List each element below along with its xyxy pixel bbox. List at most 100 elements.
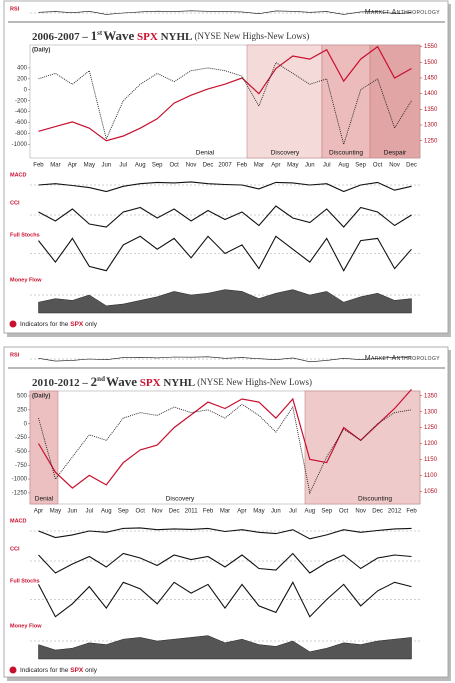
x-tick-label: Jul <box>323 163 331 169</box>
y2-tick-label: 1050 <box>424 489 438 495</box>
title-part: nd <box>97 375 105 383</box>
x-tick-label: Sep <box>118 509 129 515</box>
x-tick-label: Feb <box>203 509 214 515</box>
x-tick-label: 2011 <box>185 509 199 515</box>
footnote: Indicators for the SPX only <box>20 667 98 674</box>
x-tick-label: May <box>253 509 264 515</box>
footnote: Indicators for the SPX only <box>20 321 98 328</box>
chart-title: 2006-2007 – 1stWave SPX NYHL (NYSE New H… <box>32 28 309 43</box>
x-tick-label: May <box>84 163 95 169</box>
title-part: Wave <box>106 374 137 389</box>
x-tick-label: Dec <box>372 509 383 515</box>
x-tick-label: Jun <box>68 509 78 515</box>
series-line <box>38 403 412 495</box>
phase-label: Denial <box>196 150 215 157</box>
x-tick-label: May <box>50 509 61 515</box>
y-tick-label: -200 <box>15 98 28 104</box>
phase-label: Despair <box>384 150 407 157</box>
x-tick-label: Apr <box>271 163 280 169</box>
x-tick-label: Nov <box>355 509 366 515</box>
title-part: 2006-2007 – <box>32 31 88 43</box>
title-part: Wave <box>103 28 134 43</box>
y-tick-label: -800 <box>15 131 28 137</box>
indicator-label: RSI <box>10 352 20 358</box>
x-tick-label: Dec <box>406 163 417 169</box>
title-part: (NYSE New Highs-New Lows) <box>195 31 310 41</box>
footnote-part: SPX <box>70 321 84 328</box>
x-tick-label: May <box>287 163 298 169</box>
indicator-line <box>38 205 412 228</box>
x-tick-label: Nov <box>152 509 163 515</box>
indicator-area <box>38 289 412 314</box>
chart-panel: Market Anthropology 2010-2012 – 2ndWave S… <box>3 346 451 681</box>
subtitle: (Daily) <box>32 394 50 400</box>
x-tick-label: Sep <box>152 163 163 169</box>
footnote-dot <box>9 666 17 674</box>
x-tick-label: Feb <box>237 163 248 169</box>
phase-label: Denial <box>35 496 54 503</box>
chart-title: 2010-2012 – 2ndWave SPX NYHL (NYSE New H… <box>32 374 312 389</box>
phase-label: Discovery <box>166 496 195 503</box>
indicator-label: CCI <box>10 546 20 552</box>
series-line <box>38 61 412 147</box>
phase-label: Discounting <box>358 496 392 503</box>
title-part: SPX <box>140 377 161 389</box>
y-tick-label: 200 <box>17 76 28 82</box>
y2-tick-label: 1350 <box>424 107 438 113</box>
phase-shade <box>246 44 323 159</box>
indicator-line <box>38 181 412 193</box>
footnote-dot <box>9 320 17 328</box>
x-tick-label: Oct <box>136 509 146 515</box>
y-tick-label: 0 <box>24 421 28 427</box>
y2-tick-label: 1200 <box>424 441 438 447</box>
x-tick-label: Apr <box>68 163 77 169</box>
indicator-line <box>38 581 412 618</box>
x-tick-label: Mar <box>254 163 264 169</box>
x-tick-label: Aug <box>135 163 146 169</box>
series-line <box>38 45 412 142</box>
x-tick-label: Aug <box>101 509 112 515</box>
x-tick-label: Feb <box>406 509 417 515</box>
x-tick-label: Dec <box>169 509 180 515</box>
indicator-label: Full Stochs <box>10 578 40 584</box>
y2-tick-label: 1100 <box>424 473 438 479</box>
title-part: 1 <box>91 28 98 43</box>
x-tick-label: Oct <box>169 163 179 169</box>
x-tick-label: 2012 <box>388 509 402 515</box>
x-tick-label: Jul <box>119 163 127 169</box>
x-tick-label: Feb <box>33 163 44 169</box>
x-tick-label: Jun <box>101 163 111 169</box>
y-tick-label: 0 <box>24 87 28 93</box>
x-tick-label: Dec <box>203 163 214 169</box>
x-tick-label: Nov <box>389 163 400 169</box>
phase-shade <box>29 390 59 505</box>
indicator-label: MACD <box>10 518 27 524</box>
footnote-part: only <box>85 667 98 674</box>
y2-tick-label: 1500 <box>424 60 438 66</box>
series-line <box>37 389 412 489</box>
y2-tick-label: 1250 <box>424 425 438 431</box>
y-tick-label: -600 <box>15 120 28 126</box>
indicator-label: Full Stochs <box>10 232 40 238</box>
footnote-part: SPX <box>70 667 84 674</box>
title-part: SPX <box>137 31 158 43</box>
x-tick-label: Jun <box>271 509 281 515</box>
y-tick-label: -500 <box>15 449 28 455</box>
title-part: NYHL <box>161 31 192 43</box>
y2-tick-label: 1150 <box>424 457 438 463</box>
chart-panel: Market Anthropology 2006-2007 – 1stWave S… <box>3 0 451 337</box>
title-part: 2 <box>91 374 98 389</box>
footnote-part: Indicators for the <box>20 667 69 674</box>
y-tick-label: -250 <box>15 435 28 441</box>
footnote-part: Indicators for the <box>20 321 69 328</box>
y-tick-label: 250 <box>17 407 28 413</box>
y-tick-label: 400 <box>17 66 28 72</box>
x-tick-label: Aug <box>304 509 315 515</box>
phase-shade <box>321 44 371 159</box>
x-tick-label: Jul <box>86 509 94 515</box>
x-tick-label: Jul <box>289 509 297 515</box>
y-tick-label: -1250 <box>12 490 28 496</box>
y2-tick-label: 1300 <box>424 409 438 415</box>
x-tick-label: Jun <box>305 163 315 169</box>
